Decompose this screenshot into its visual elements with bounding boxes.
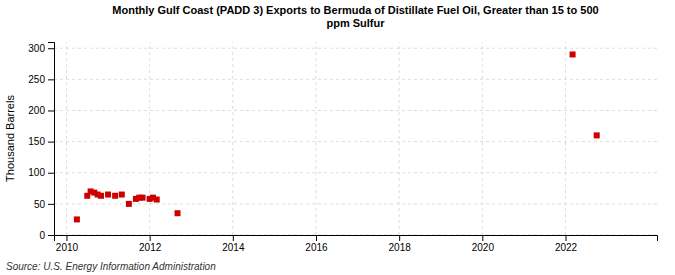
chart: 2010 2012 2014 2016 2018 2020 2022 0 50 100 150 200… <box>0 0 675 275</box>
x-tick-label: 2014 <box>222 242 245 253</box>
source-note: Source: U.S. Energy Information Administ… <box>6 261 216 272</box>
point <box>570 51 576 57</box>
y-tick-mark <box>48 235 54 236</box>
x-tick-label: 2018 <box>389 242 412 253</box>
grid-line-x <box>315 42 316 235</box>
y-tick-mark <box>48 173 54 174</box>
x-tick: 2020 <box>472 235 495 253</box>
x-tick-mark <box>150 235 151 241</box>
grid-line-x <box>482 42 483 235</box>
point <box>140 195 146 201</box>
x-tick-mark <box>482 235 483 241</box>
grid-line-y <box>54 79 657 80</box>
point <box>105 192 111 198</box>
y-axis-line <box>48 43 55 236</box>
point <box>594 132 600 138</box>
x-tick: 2016 <box>305 235 328 253</box>
grid-line-x <box>232 42 233 235</box>
y-tick-label: 200 <box>28 105 45 116</box>
y-tick-mark <box>48 142 54 143</box>
y-tick-mark <box>48 48 54 49</box>
title-line: Monthly Gulf Coast (PADD 3) Exports to B… <box>112 4 598 16</box>
x-axis: 2010 2012 2014 2016 2018 2020 2022 <box>55 235 658 253</box>
x-tick: 2022 <box>555 235 578 253</box>
y-tick: 50 <box>34 199 54 210</box>
x-tick-label: 2020 <box>472 242 495 253</box>
x-tick-label: 2012 <box>139 242 162 253</box>
x-tick: 2010 <box>56 235 79 253</box>
point <box>119 192 125 198</box>
point <box>74 216 80 222</box>
points <box>74 51 600 222</box>
y-tick: 0 <box>39 230 54 241</box>
x-axis-line <box>55 236 658 242</box>
y-tick-label: 0 <box>39 230 45 241</box>
y-axis: 0 50 100 150 200 250 300 <box>28 43 54 241</box>
x-tick: 2014 <box>222 235 245 253</box>
y-tick: 150 <box>28 136 54 147</box>
y-tick-label: 100 <box>28 167 45 178</box>
y-tick-label: 50 <box>34 199 46 210</box>
grid-line-y <box>54 48 657 49</box>
x-tick-mark <box>399 235 400 241</box>
x-tick-label: 2022 <box>555 242 578 253</box>
x-tick-mark <box>316 235 317 241</box>
x-tick-mark <box>66 235 67 241</box>
point <box>98 193 104 199</box>
y-tick: 200 <box>28 105 54 116</box>
y-tick: 300 <box>28 43 54 54</box>
grid-line-y <box>54 172 657 173</box>
y-tick-mark <box>48 110 54 111</box>
point <box>126 201 132 207</box>
y-tick-label: 250 <box>28 74 45 85</box>
point <box>154 197 160 203</box>
grid-line-x <box>149 42 150 235</box>
x-tick-mark <box>233 235 234 241</box>
point <box>112 193 118 199</box>
title: Monthly Gulf Coast (PADD 3) Exports to B… <box>112 4 598 29</box>
y-axis-label: Thousand Barrels <box>4 95 16 182</box>
grid-line-y <box>54 141 657 142</box>
point <box>175 210 181 216</box>
y-tick: 100 <box>28 167 54 178</box>
x-tick-label: 2016 <box>305 242 328 253</box>
x-tick: 2012 <box>139 235 162 253</box>
y-tick-mark <box>48 204 54 205</box>
grid-line-y <box>54 110 657 111</box>
title-line: ppm Sulfur <box>326 17 385 29</box>
grid-line-x <box>66 42 67 235</box>
x-tick-mark <box>566 235 567 241</box>
grid <box>54 42 657 235</box>
y-tick-mark <box>48 79 54 80</box>
grid-line-y <box>54 203 657 204</box>
y-tick-label: 300 <box>28 43 45 54</box>
x-tick-label: 2010 <box>56 242 79 253</box>
y-tick-label: 150 <box>28 136 45 147</box>
grid-line-x <box>399 42 400 235</box>
grid-line-x <box>565 42 566 235</box>
x-tick: 2018 <box>389 235 412 253</box>
y-tick: 250 <box>28 74 54 85</box>
